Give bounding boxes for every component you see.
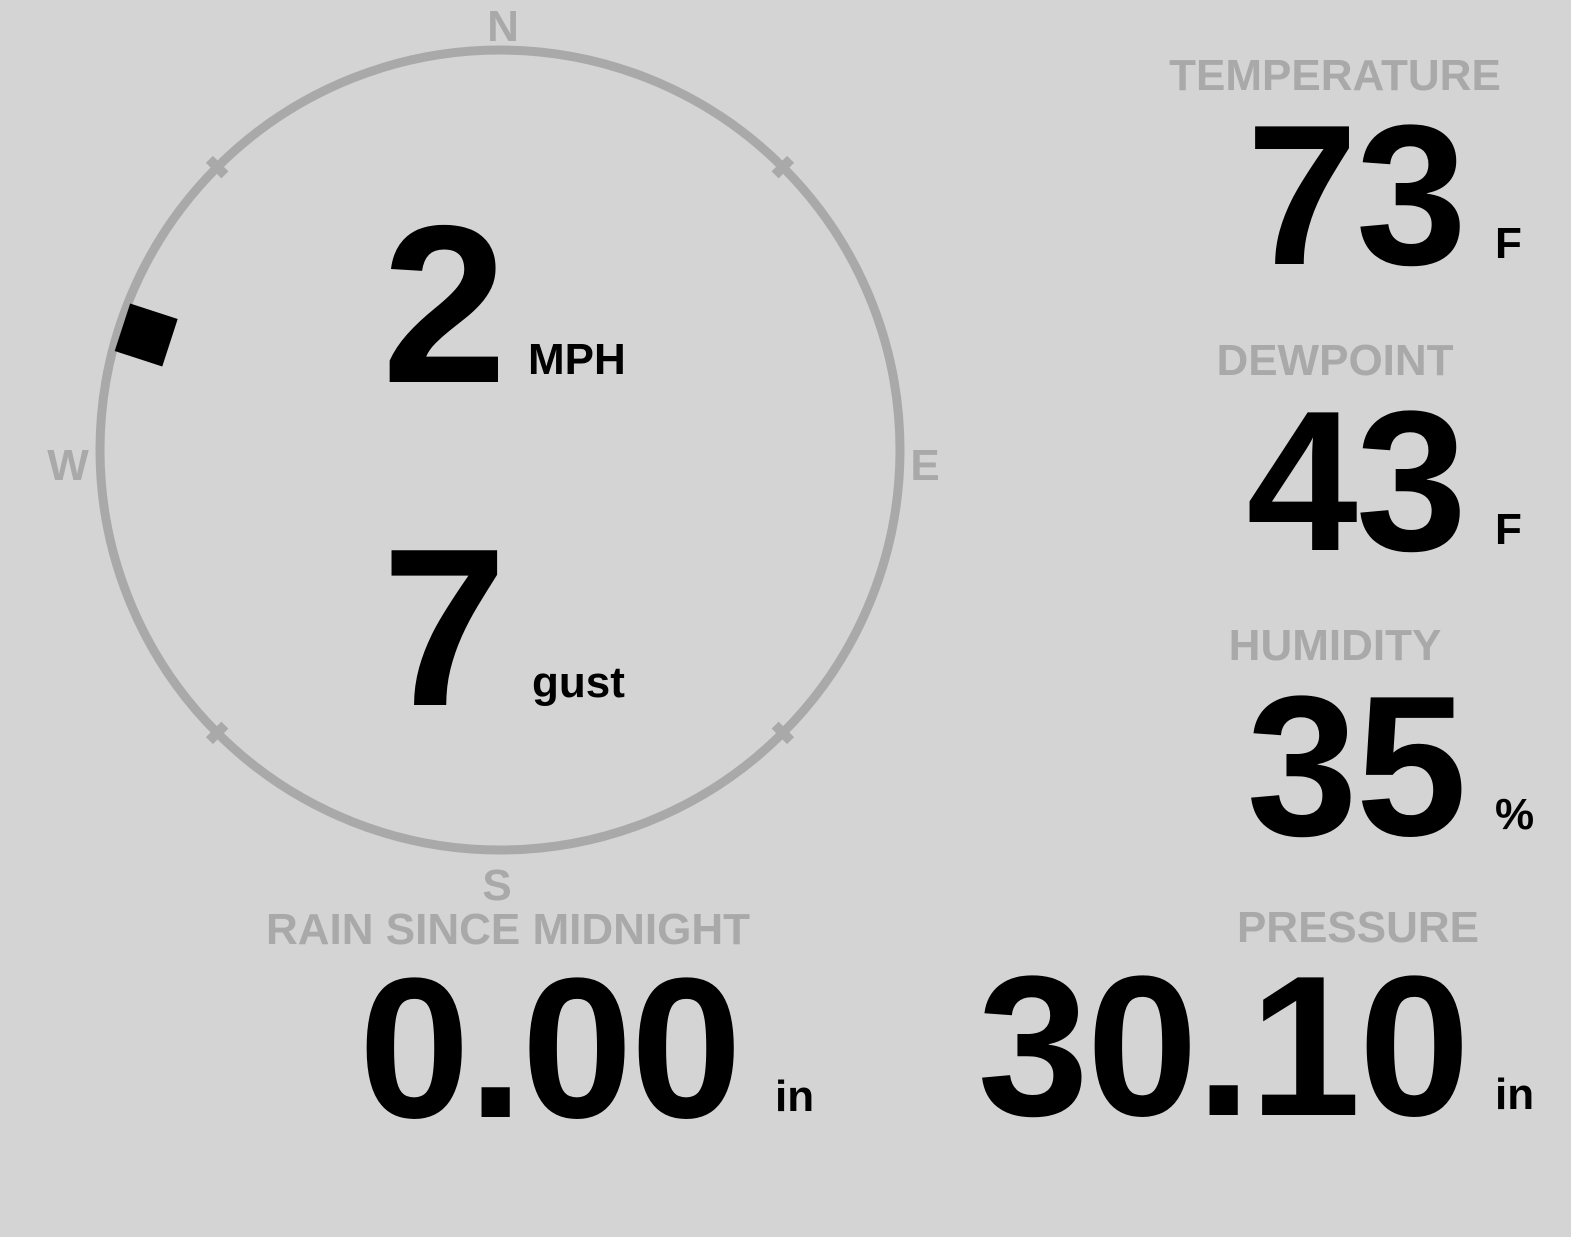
temperature-label: TEMPERATURE	[1169, 51, 1501, 100]
rain-since-midnight-label: RAIN SINCE MIDNIGHT	[266, 905, 750, 954]
temperature-unit: F	[1495, 219, 1522, 268]
pressure-label: PRESSURE	[1236, 903, 1480, 952]
wind-gust-unit: gust	[532, 658, 625, 707]
compass-label-north: N	[487, 2, 519, 51]
compass-label-west: W	[47, 441, 89, 490]
wind-speed-unit: MPH	[528, 335, 626, 384]
wind-gust-value: 7	[381, 501, 507, 753]
dewpoint-unit: F	[1495, 505, 1522, 554]
pressure-unit: in	[1495, 1070, 1535, 1119]
compass-label-south: S	[482, 861, 511, 910]
wind-compass-gauge: N E S W	[47, 2, 939, 910]
rain-since-midnight-unit: in	[775, 1072, 815, 1121]
rain-since-midnight-value: 0.00	[358, 937, 742, 1160]
compass-circle	[95, 45, 905, 855]
compass-tick-nw	[205, 155, 229, 179]
humidity-unit: %	[1495, 790, 1535, 839]
pressure-value: 30.10	[977, 935, 1470, 1158]
humidity-value: 35	[1246, 655, 1467, 878]
compass-tick-ne	[771, 155, 795, 179]
compass-label-east: E	[910, 441, 939, 490]
dewpoint-label: DEWPOINT	[1216, 336, 1454, 385]
compass-tick-se	[771, 721, 795, 745]
wind-speed-value: 2	[381, 178, 507, 430]
compass-tick-sw	[205, 721, 229, 745]
humidity-label: HUMIDITY	[1228, 621, 1442, 670]
temperature-value: 73	[1246, 84, 1467, 307]
dewpoint-value: 43	[1246, 370, 1467, 593]
wind-direction-marker	[114, 303, 178, 367]
